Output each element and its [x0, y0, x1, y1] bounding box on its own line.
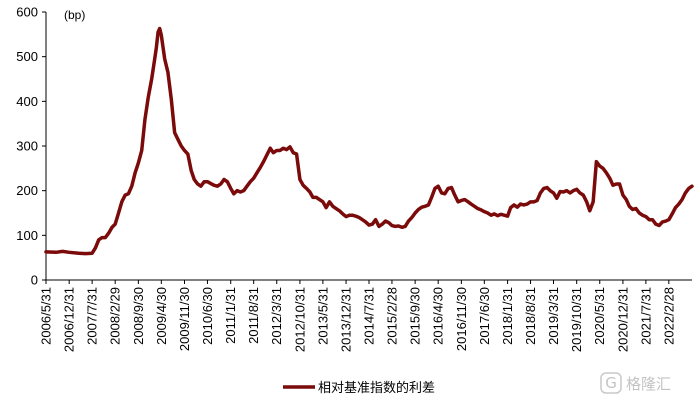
x-tick-label: 2012/3/31 [269, 287, 284, 345]
x-tick-label: 2007/7/31 [85, 287, 100, 345]
x-tick-label: 2020/12/31 [615, 287, 630, 352]
x-tick-label: 2014/7/31 [362, 287, 377, 345]
watermark-logo-icon [600, 372, 622, 394]
x-tick-label: 2011/1/31 [223, 287, 238, 344]
x-tick-label: 2021/7/31 [638, 287, 653, 345]
y-tick-label: 400 [16, 94, 38, 109]
x-axis: 2006/5/31 2006/12/31 2007/7/31 2008/2/29 200… [39, 279, 692, 352]
x-tick-label: 2017/6/30 [477, 287, 492, 345]
x-tick-label: 2019/3/31 [546, 287, 561, 345]
watermark-gelonghui: G 格隆汇 [600, 372, 671, 394]
legend-label: 相对基准指数的利差 [318, 380, 435, 396]
x-tick-label: 2018/8/31 [523, 287, 538, 345]
x-tick-label: 2011/8/31 [246, 287, 261, 344]
x-tick-label: 2013/5/31 [315, 287, 330, 345]
x-tick-label: 2022/2/28 [661, 287, 676, 345]
y-tick-label: 300 [16, 139, 38, 154]
y-tick-label: 200 [16, 183, 38, 198]
y-tick-label: 100 [16, 228, 38, 243]
x-tick-label: 2018/1/31 [500, 287, 515, 345]
watermark-logo-glyph: G [605, 374, 617, 392]
series-line-spread [44, 26, 694, 256]
watermark-text: 格隆汇 [626, 375, 671, 393]
x-tick-label: 2016/4/30 [431, 287, 446, 345]
x-tick-label: 2008/2/29 [108, 287, 123, 345]
x-tick-label: 2020/5/31 [592, 287, 607, 345]
y-unit-label: (bp) [64, 8, 85, 22]
x-tick-label: 2009/4/30 [154, 287, 169, 345]
x-tick-label: 2006/12/31 [62, 287, 77, 352]
x-tick-label: 2019/10/31 [569, 287, 584, 352]
x-tick-label: 2008/9/30 [131, 287, 146, 345]
x-tick-label: 2016/11/30 [454, 287, 469, 351]
y-tick-label: 500 [16, 49, 38, 64]
x-tick-label: 2013/12/31 [339, 287, 354, 352]
y-axis: 0 100 200 300 400 500 600 [16, 5, 47, 288]
y-tick-label: 600 [16, 5, 38, 20]
x-tick-label: 2012/10/31 [292, 287, 307, 352]
x-tick-label: 2006/5/31 [39, 287, 54, 345]
legend: 相对基准指数的利差 [283, 380, 435, 396]
x-tick-label: 2015/9/30 [408, 287, 423, 345]
x-tick-label: 2009/11/30 [177, 287, 192, 351]
x-tick-label: 2015/2/28 [384, 287, 399, 345]
x-tick-label: 2010/6/30 [200, 287, 215, 345]
y-tick-label: 0 [31, 273, 38, 288]
